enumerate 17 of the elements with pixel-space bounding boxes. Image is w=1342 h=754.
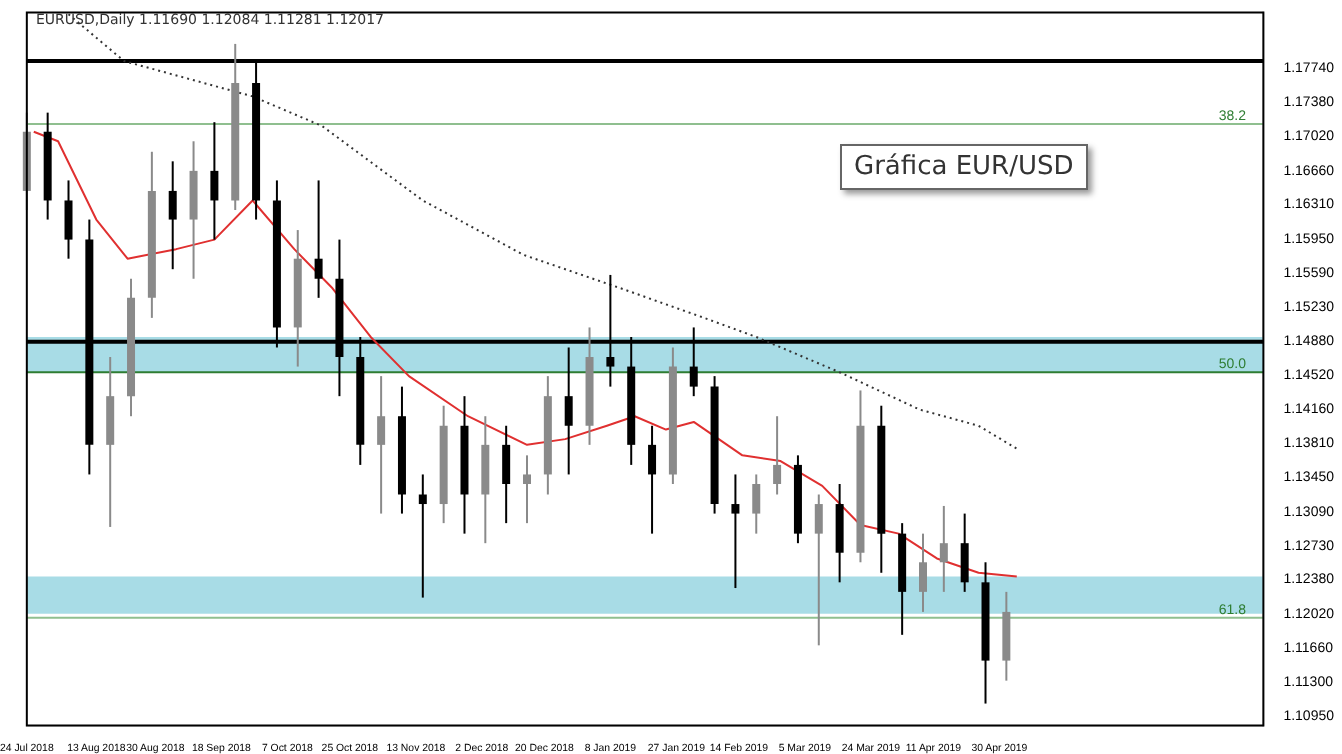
candlestick [773,415,782,496]
candlestick [210,121,219,241]
candlestick [523,454,532,525]
candlestick [814,493,823,647]
candlestick [314,179,323,299]
text: Gráfica EUR/USD [840,144,1088,190]
candlestick [168,160,177,271]
candlestick [960,512,969,593]
candlestick [752,473,761,535]
candlestick [418,473,427,599]
candlestick [377,375,386,515]
candlestick [918,532,927,613]
candlestick [939,504,948,593]
candlestick [731,473,740,590]
candlestick [502,424,511,525]
candlestick [64,179,73,260]
candlestick [648,424,657,535]
